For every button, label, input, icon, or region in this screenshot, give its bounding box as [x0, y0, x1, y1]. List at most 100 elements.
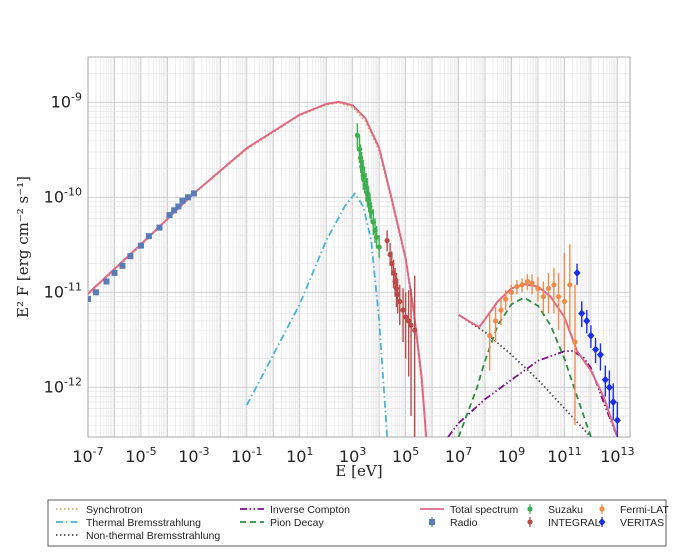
legend-label-radio: Radio [450, 517, 478, 529]
x-tick-label: 101 [286, 445, 313, 466]
observation-points [88, 123, 621, 437]
suzaku-point [368, 209, 374, 215]
radio-point [145, 233, 152, 240]
veritas-point [596, 350, 604, 359]
fermi-lat-point [519, 282, 525, 288]
veritas-point [605, 383, 613, 392]
veritas-point [601, 375, 609, 384]
fermi-lat-point [540, 294, 546, 300]
x-tick-label: 109 [498, 445, 525, 466]
fermi-lat-point [572, 339, 578, 345]
y-tick-label: 10-10 [44, 185, 82, 206]
veritas-point [583, 316, 591, 325]
x-tick-label: 10-3 [178, 445, 209, 466]
veritas-point [609, 398, 617, 407]
legend-label-thermal-bremsstrahlung: Thermal Bremsstrahlung [86, 517, 201, 529]
radio-point [175, 203, 182, 210]
x-tick-label: 103 [339, 445, 366, 466]
y-tick-label: 10-9 [51, 90, 82, 111]
legend-label-fermi-lat: Fermi-LAT [620, 504, 669, 516]
legend-label-veritas: VERITAS [620, 517, 664, 529]
legend-label-integral: INTEGRAL [548, 517, 601, 529]
legend-label-pion-decay: Pion Decay [270, 517, 324, 529]
x-tick-label: 1013 [600, 445, 634, 466]
veritas-point [613, 416, 621, 425]
legend-label-synchrotron: Synchrotron [86, 504, 143, 516]
radio-point [166, 212, 173, 219]
legend-marker-integral [527, 519, 533, 525]
fermi-lat-point [514, 283, 520, 290]
suzaku-point [358, 155, 364, 161]
integral-point [397, 298, 403, 305]
legend-marker-suzaku [527, 506, 533, 512]
x-tick-label: 107 [445, 445, 472, 466]
radio-point [92, 289, 99, 296]
series-line-thermal-bremsstrahlung [246, 192, 388, 437]
integral-point [412, 327, 418, 333]
fermi-lat-point [508, 289, 515, 295]
series-line-inverse-compton [447, 350, 619, 437]
veritas-point [573, 268, 581, 277]
integral-point [395, 291, 401, 298]
integral-point [403, 314, 409, 320]
veritas-point [592, 345, 600, 354]
fermi-lat-point [551, 282, 557, 288]
radio-point [119, 262, 126, 269]
integral-point [384, 238, 390, 244]
radio-point [88, 296, 91, 303]
fermi-lat-point [524, 278, 531, 285]
legend-label-non-thermal-bremsstrahlung: Non-thermal Bremsstrahlung [86, 530, 220, 542]
integral-point [400, 307, 406, 313]
fermi-lat-point [529, 280, 535, 286]
radio-point [179, 197, 186, 204]
x-tick-labels: 10-7 10-5 10-3 10-1 101 103 105 107 109 1011 1013 [72, 445, 634, 466]
plot-frame [87, 56, 631, 438]
x-tick-label: 10-1 [231, 445, 262, 466]
legend-box [47, 499, 667, 547]
y-tick-label: 10-12 [44, 375, 82, 396]
integral-point [406, 318, 412, 324]
suzaku-point [354, 132, 360, 138]
x-axis-label: E [eV] [335, 462, 382, 480]
suzaku-point [376, 244, 382, 250]
legend-label-suzaku: Suzaku [548, 504, 583, 516]
radio-point [185, 194, 192, 201]
veritas-point [587, 331, 595, 340]
fermi-lat-point [567, 282, 573, 288]
grid-lines [87, 57, 631, 438]
radio-point [103, 278, 110, 285]
legend-label-total-spectrum: Total spectrum [450, 504, 519, 516]
y-tick-labels: 10-9 10-10 10-11 10-12 [44, 90, 82, 396]
series-line-non-thermal-bremsstrahlung [458, 314, 592, 437]
x-tick-label: 10-7 [72, 445, 103, 466]
y-tick-label: 10-11 [44, 280, 82, 301]
radio-point [137, 242, 144, 249]
radio-point [156, 224, 163, 231]
radio-point [171, 207, 178, 214]
fermi-lat-point [555, 294, 562, 300]
legend-marker-veritas [598, 518, 606, 526]
x-tick-label: 10-5 [125, 445, 156, 466]
fermi-lat-point [545, 285, 552, 291]
radio-point [111, 269, 118, 276]
fermi-lat-point [487, 333, 493, 339]
fermi-lat-point [503, 296, 509, 302]
fermi-lat-point [498, 307, 504, 313]
fermi-lat-point [535, 285, 541, 291]
legend-marker-fermi-lat [599, 506, 605, 512]
legend-label-inverse-compton: Inverse Compton [270, 504, 350, 516]
suzaku-point [373, 234, 380, 240]
fermi-lat-point [492, 318, 499, 324]
x-tick-label: 105 [392, 445, 419, 466]
x-tick-label: 1011 [547, 445, 581, 466]
fermi-lat-point [561, 298, 568, 305]
legend-marker-radio [429, 519, 435, 525]
radio-point [127, 253, 134, 260]
y-axis-label: E² F [erg cm⁻² s⁻¹] [14, 176, 32, 318]
veritas-point [578, 309, 586, 318]
series-line-pion-decay [457, 296, 592, 437]
radio-point [190, 190, 197, 197]
integral-point [408, 322, 414, 328]
